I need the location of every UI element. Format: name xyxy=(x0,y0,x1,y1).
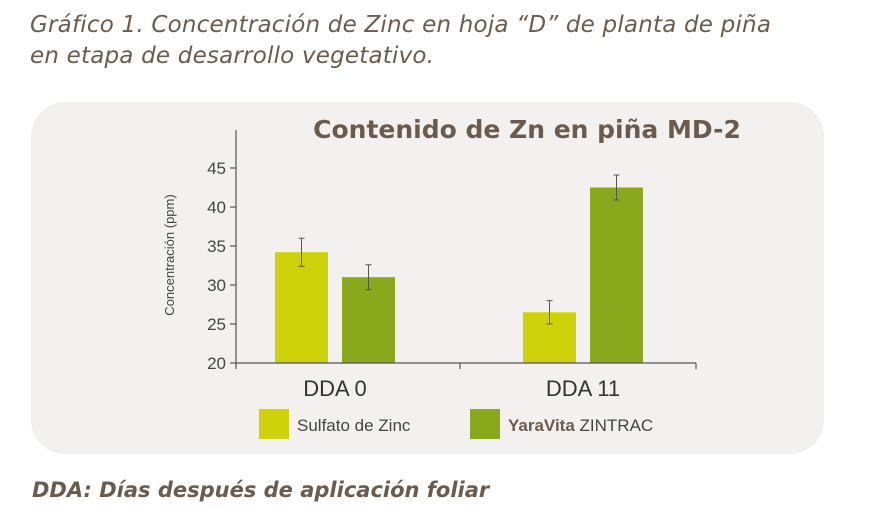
legend-brand-yaravita: YaraVita xyxy=(508,416,575,435)
x-axis-ticks: DDA 0 DDA 11 xyxy=(235,363,697,401)
error-bar xyxy=(298,237,305,267)
error-bar xyxy=(546,300,553,325)
x-category-label: DDA 11 xyxy=(546,376,620,401)
y-tick-label: 40 xyxy=(207,198,226,217)
figure-caption: Gráfico 1. Concentración de Zinc en hoja… xyxy=(30,10,850,72)
y-tick-label: 20 xyxy=(207,354,226,373)
caption-line-2: en etapa de desarrollo vegetativo. xyxy=(30,43,435,69)
y-tick-label: 30 xyxy=(207,276,226,295)
chart-panel xyxy=(31,102,824,454)
legend-label-yaravita: YaraVita ZINTRAC xyxy=(508,416,653,435)
legend-label-sulfato: Sulfato de Zinc xyxy=(297,416,411,435)
footer-note: DDA: Días después de aplicación foliar xyxy=(32,478,490,502)
caption-line-1: Gráfico 1. Concentración de Zinc en hoja… xyxy=(30,12,772,38)
x-category-label: DDA 0 xyxy=(303,376,367,401)
error-bars-group xyxy=(298,174,620,325)
y-axis-ticks: 20 25 30 35 40 45 xyxy=(207,159,236,373)
legend-swatch-sulfato xyxy=(259,409,289,439)
bar-sulfato-0 xyxy=(275,252,328,363)
error-bar xyxy=(365,264,372,291)
y-tick-label: 25 xyxy=(207,315,226,334)
bar-yaravita-0 xyxy=(342,277,395,363)
legend-product-zintrac: ZINTRAC xyxy=(575,416,653,435)
y-axis-label: Concentración (ppm) xyxy=(162,194,177,315)
y-tick-label: 35 xyxy=(207,237,226,256)
bar-yaravita-1 xyxy=(590,187,643,363)
y-tick-label: 45 xyxy=(207,159,226,178)
error-bar xyxy=(613,174,620,201)
legend: Sulfato de Zinc YaraVita ZINTRAC xyxy=(259,409,653,439)
legend-swatch-yaravita xyxy=(470,409,500,439)
chart-title: Contenido de Zn en piña MD-2 xyxy=(313,115,741,144)
bars-group xyxy=(275,187,643,363)
